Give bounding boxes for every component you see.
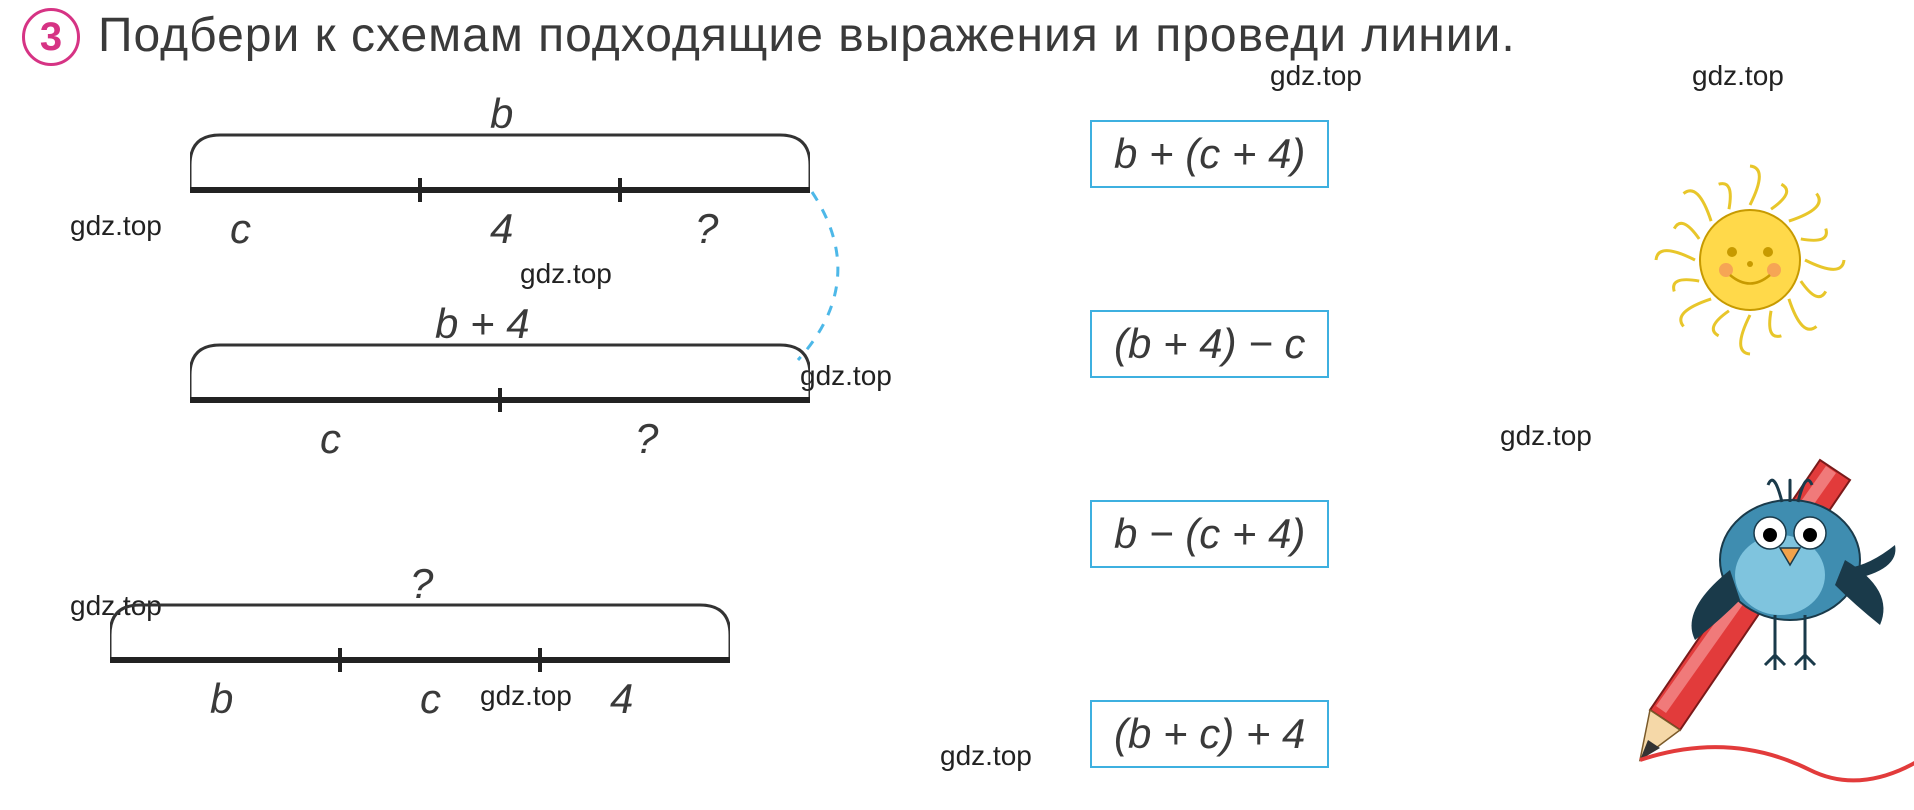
watermark: gdz.top [940, 740, 1032, 772]
bird-pencil-decoration [1620, 430, 1914, 810]
segment-label: 4 [610, 675, 633, 723]
hint-path [798, 192, 838, 360]
expression-box[interactable]: b − (c + 4) [1090, 500, 1329, 568]
hint-dashed-line [0, 0, 1000, 500]
expression-box[interactable]: (b + 4) − c [1090, 310, 1329, 378]
segment-label: c [420, 675, 441, 723]
segment-label: b [210, 675, 233, 723]
sun-decoration [1640, 150, 1860, 370]
bracket-arc [110, 605, 730, 660]
watermark: gdz.top [1500, 420, 1592, 452]
watermark: gdz.top [1270, 60, 1362, 92]
watermark: gdz.top [1692, 60, 1784, 92]
expression-box[interactable]: (b + c) + 4 [1090, 700, 1329, 768]
expression-box[interactable]: b + (c + 4) [1090, 120, 1329, 188]
segment-diagram: ?bc4 [110, 560, 730, 730]
